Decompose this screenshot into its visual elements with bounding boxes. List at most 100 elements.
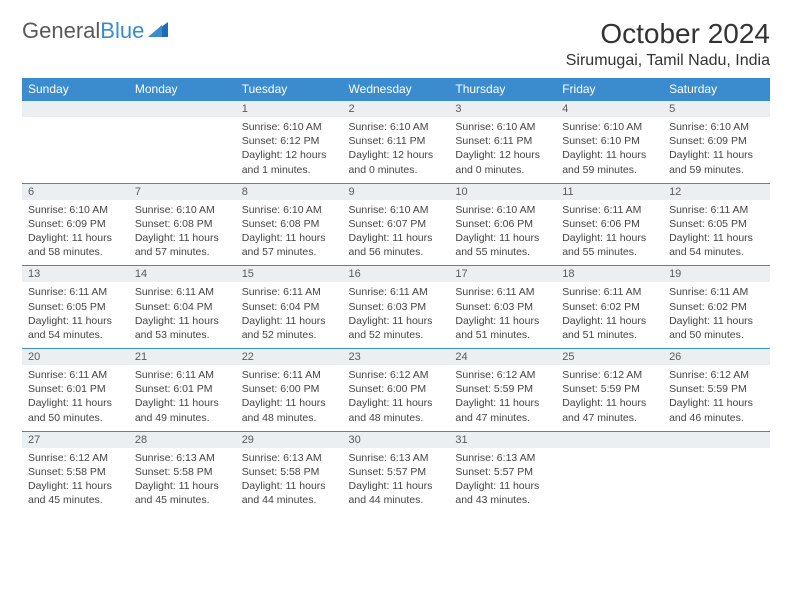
day-number-cell: 22: [236, 349, 343, 366]
daylight-text: Daylight: 11 hours: [349, 479, 444, 493]
sunset-text: Sunset: 6:10 PM: [562, 134, 657, 148]
day-content-cell: Sunrise: 6:11 AMSunset: 6:04 PMDaylight:…: [129, 282, 236, 348]
day-content-cell: [129, 117, 236, 183]
day-number-cell: 1: [236, 101, 343, 118]
day-number-cell: 24: [449, 349, 556, 366]
sunset-text: Sunset: 6:09 PM: [669, 134, 764, 148]
sunset-text: Sunset: 6:03 PM: [455, 300, 550, 314]
daylight-text: and 50 minutes.: [28, 411, 123, 425]
daylight-text: Daylight: 11 hours: [562, 148, 657, 162]
daylight-text: Daylight: 11 hours: [455, 231, 550, 245]
day-content-cell: Sunrise: 6:11 AMSunset: 6:00 PMDaylight:…: [236, 365, 343, 431]
sunrise-text: Sunrise: 6:13 AM: [135, 451, 230, 465]
month-title: October 2024: [566, 18, 770, 50]
daylight-text: and 48 minutes.: [349, 411, 444, 425]
daylight-text: Daylight: 11 hours: [242, 314, 337, 328]
day-content-cell: Sunrise: 6:13 AMSunset: 5:58 PMDaylight:…: [236, 448, 343, 514]
day-number-cell: 21: [129, 349, 236, 366]
day-number-cell: 25: [556, 349, 663, 366]
sunset-text: Sunset: 6:11 PM: [349, 134, 444, 148]
day-number-cell: 3: [449, 101, 556, 118]
sunset-text: Sunset: 6:00 PM: [349, 382, 444, 396]
daylight-text: and 0 minutes.: [455, 163, 550, 177]
content-row: Sunrise: 6:10 AMSunset: 6:09 PMDaylight:…: [22, 200, 770, 266]
day-content-cell: Sunrise: 6:12 AMSunset: 5:59 PMDaylight:…: [449, 365, 556, 431]
day-header: Friday: [556, 78, 663, 101]
day-content-cell: Sunrise: 6:11 AMSunset: 6:03 PMDaylight:…: [449, 282, 556, 348]
sunset-text: Sunset: 5:57 PM: [349, 465, 444, 479]
day-content-cell: Sunrise: 6:11 AMSunset: 6:05 PMDaylight:…: [22, 282, 129, 348]
sunrise-text: Sunrise: 6:11 AM: [135, 285, 230, 299]
day-number-cell: 10: [449, 183, 556, 200]
day-content-cell: Sunrise: 6:13 AMSunset: 5:58 PMDaylight:…: [129, 448, 236, 514]
daylight-text: and 52 minutes.: [349, 328, 444, 342]
title-block: October 2024 Sirumugai, Tamil Nadu, Indi…: [566, 18, 770, 70]
daylight-text: Daylight: 11 hours: [242, 231, 337, 245]
daylight-text: and 48 minutes.: [242, 411, 337, 425]
daylight-text: and 43 minutes.: [455, 493, 550, 507]
day-number-cell: 27: [22, 431, 129, 448]
daylight-text: and 57 minutes.: [135, 245, 230, 259]
daylight-text: and 59 minutes.: [669, 163, 764, 177]
sunset-text: Sunset: 6:00 PM: [242, 382, 337, 396]
logo: GeneralBlue: [22, 18, 170, 44]
day-content-cell: Sunrise: 6:10 AMSunset: 6:09 PMDaylight:…: [663, 117, 770, 183]
day-number-cell: 2: [343, 101, 450, 118]
logo-text-2: Blue: [100, 18, 144, 44]
daylight-text: Daylight: 11 hours: [349, 314, 444, 328]
day-content-cell: [22, 117, 129, 183]
daynum-row: 6789101112: [22, 183, 770, 200]
daylight-text: and 45 minutes.: [135, 493, 230, 507]
sunset-text: Sunset: 6:11 PM: [455, 134, 550, 148]
sunrise-text: Sunrise: 6:12 AM: [562, 368, 657, 382]
day-content-cell: Sunrise: 6:11 AMSunset: 6:02 PMDaylight:…: [556, 282, 663, 348]
sunrise-text: Sunrise: 6:10 AM: [562, 120, 657, 134]
day-number-cell: 9: [343, 183, 450, 200]
day-content-cell: Sunrise: 6:11 AMSunset: 6:05 PMDaylight:…: [663, 200, 770, 266]
daylight-text: Daylight: 12 hours: [242, 148, 337, 162]
day-header-row: SundayMondayTuesdayWednesdayThursdayFrid…: [22, 78, 770, 101]
day-number-cell: [22, 101, 129, 118]
sunset-text: Sunset: 6:05 PM: [28, 300, 123, 314]
sunrise-text: Sunrise: 6:11 AM: [28, 285, 123, 299]
content-row: Sunrise: 6:10 AMSunset: 6:12 PMDaylight:…: [22, 117, 770, 183]
day-number-cell: 13: [22, 266, 129, 283]
daylight-text: Daylight: 11 hours: [562, 396, 657, 410]
sunrise-text: Sunrise: 6:12 AM: [349, 368, 444, 382]
sunrise-text: Sunrise: 6:10 AM: [669, 120, 764, 134]
daylight-text: and 44 minutes.: [242, 493, 337, 507]
day-number-cell: 19: [663, 266, 770, 283]
daylight-text: and 56 minutes.: [349, 245, 444, 259]
day-content-cell: Sunrise: 6:12 AMSunset: 5:59 PMDaylight:…: [556, 365, 663, 431]
daylight-text: Daylight: 11 hours: [242, 479, 337, 493]
day-content-cell: Sunrise: 6:11 AMSunset: 6:02 PMDaylight:…: [663, 282, 770, 348]
daynum-row: 20212223242526: [22, 349, 770, 366]
daylight-text: Daylight: 11 hours: [562, 231, 657, 245]
sunrise-text: Sunrise: 6:13 AM: [242, 451, 337, 465]
location: Sirumugai, Tamil Nadu, India: [566, 52, 770, 70]
daylight-text: Daylight: 11 hours: [135, 479, 230, 493]
day-content-cell: Sunrise: 6:10 AMSunset: 6:10 PMDaylight:…: [556, 117, 663, 183]
day-content-cell: Sunrise: 6:13 AMSunset: 5:57 PMDaylight:…: [449, 448, 556, 514]
daylight-text: and 55 minutes.: [455, 245, 550, 259]
sunset-text: Sunset: 6:05 PM: [669, 217, 764, 231]
sunrise-text: Sunrise: 6:10 AM: [28, 203, 123, 217]
day-number-cell: 5: [663, 101, 770, 118]
day-content-cell: Sunrise: 6:12 AMSunset: 5:59 PMDaylight:…: [663, 365, 770, 431]
day-number-cell: 8: [236, 183, 343, 200]
sunrise-text: Sunrise: 6:12 AM: [28, 451, 123, 465]
sunset-text: Sunset: 6:08 PM: [242, 217, 337, 231]
daylight-text: Daylight: 11 hours: [28, 231, 123, 245]
day-content-cell: Sunrise: 6:10 AMSunset: 6:07 PMDaylight:…: [343, 200, 450, 266]
daylight-text: and 55 minutes.: [562, 245, 657, 259]
daylight-text: Daylight: 11 hours: [28, 314, 123, 328]
daylight-text: and 59 minutes.: [562, 163, 657, 177]
day-header: Saturday: [663, 78, 770, 101]
day-number-cell: 7: [129, 183, 236, 200]
sunrise-text: Sunrise: 6:10 AM: [349, 120, 444, 134]
day-number-cell: 30: [343, 431, 450, 448]
daylight-text: and 47 minutes.: [562, 411, 657, 425]
day-content-cell: Sunrise: 6:10 AMSunset: 6:09 PMDaylight:…: [22, 200, 129, 266]
day-content-cell: Sunrise: 6:10 AMSunset: 6:11 PMDaylight:…: [343, 117, 450, 183]
sunset-text: Sunset: 6:08 PM: [135, 217, 230, 231]
